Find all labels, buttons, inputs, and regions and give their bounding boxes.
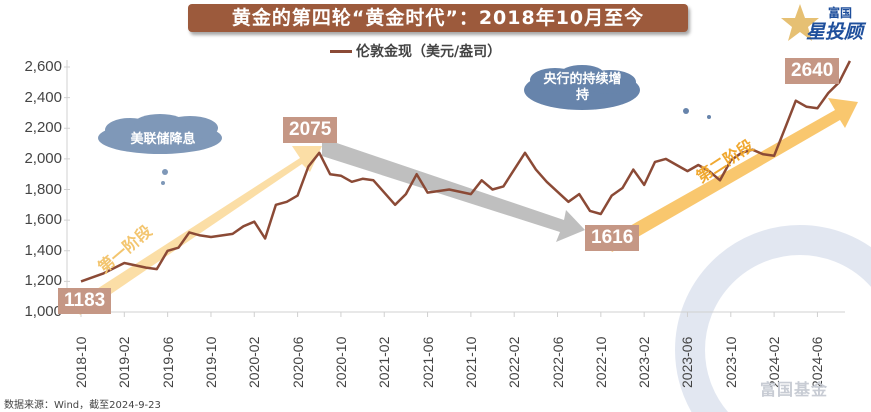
- x-tick-label: 2022-02: [506, 336, 523, 388]
- chart-title: 黄金的第四轮“黄金时代”：2018年10月至今: [188, 4, 688, 32]
- badge-start-value: 1183: [58, 288, 112, 314]
- x-tick-label: 2022-06: [549, 336, 566, 388]
- legend-label: 伦敦金现（美元/盎司）: [356, 44, 502, 60]
- watermark-text: 富国基金: [760, 380, 829, 399]
- x-tick-label: 2019-06: [159, 336, 176, 388]
- watermark-logo-icon: [675, 225, 871, 412]
- legend: 伦敦金现（美元/盎司）: [330, 41, 501, 61]
- cloud-cb-icon: [524, 65, 711, 119]
- phase2-arrow: [605, 98, 858, 252]
- logo-top-text: 富国: [828, 6, 853, 20]
- y-tick-label: 1,800: [24, 180, 62, 198]
- y-tick-label: 2,200: [24, 119, 62, 137]
- legend-line-swatch: [330, 49, 352, 53]
- cloud-fed-text: 美联储降息: [130, 132, 196, 147]
- phase1-arrow: [72, 146, 322, 315]
- data-source-note: 数据来源：Wind，截至2024-9-23: [4, 400, 161, 411]
- y-tick-label: 2,400: [24, 88, 62, 106]
- logo-bottom-text: 星投顾: [806, 21, 864, 43]
- x-tick-label: 2021-06: [419, 336, 436, 388]
- badge-end-value: 2640: [785, 58, 840, 84]
- x-tick-label: 2020-06: [289, 336, 306, 388]
- y-tick-label: 1,600: [24, 211, 62, 229]
- star-icon: [781, 4, 819, 41]
- x-tick-label: 2018-10: [73, 336, 89, 388]
- x-tick-label: 2023-02: [636, 336, 653, 388]
- x-tick-label: 2021-10: [462, 336, 479, 388]
- badge-peak-value: 2075: [283, 117, 338, 143]
- y-tick-label: 2,600: [24, 58, 62, 75]
- cloud-cb-text: 央行的持续增持: [543, 72, 622, 103]
- gold-price-line: [80, 60, 852, 283]
- x-tick-label: 2020-10: [332, 336, 349, 388]
- y-tick-label: 1,400: [24, 241, 62, 259]
- x-tick-label: 2022-10: [592, 336, 609, 388]
- brand-logo: 富国 星投顾: [780, 2, 870, 43]
- cloud-fed-icon: [98, 114, 222, 185]
- y-tick-label: 2,000: [24, 149, 62, 167]
- x-tick-label: 2021-02: [376, 336, 393, 388]
- badge-trough-value: 1616: [585, 225, 640, 251]
- x-tick-label: 2020-02: [246, 336, 263, 388]
- x-tick-label: 2019-02: [116, 336, 133, 388]
- x-tick-label: 2023-06: [679, 336, 696, 388]
- y-tick-label: 1,000: [24, 303, 62, 320]
- y-tick-label: 1,200: [24, 272, 62, 290]
- x-tick-label: 2019-10: [202, 336, 219, 388]
- x-tick-label: 2023-10: [722, 336, 739, 388]
